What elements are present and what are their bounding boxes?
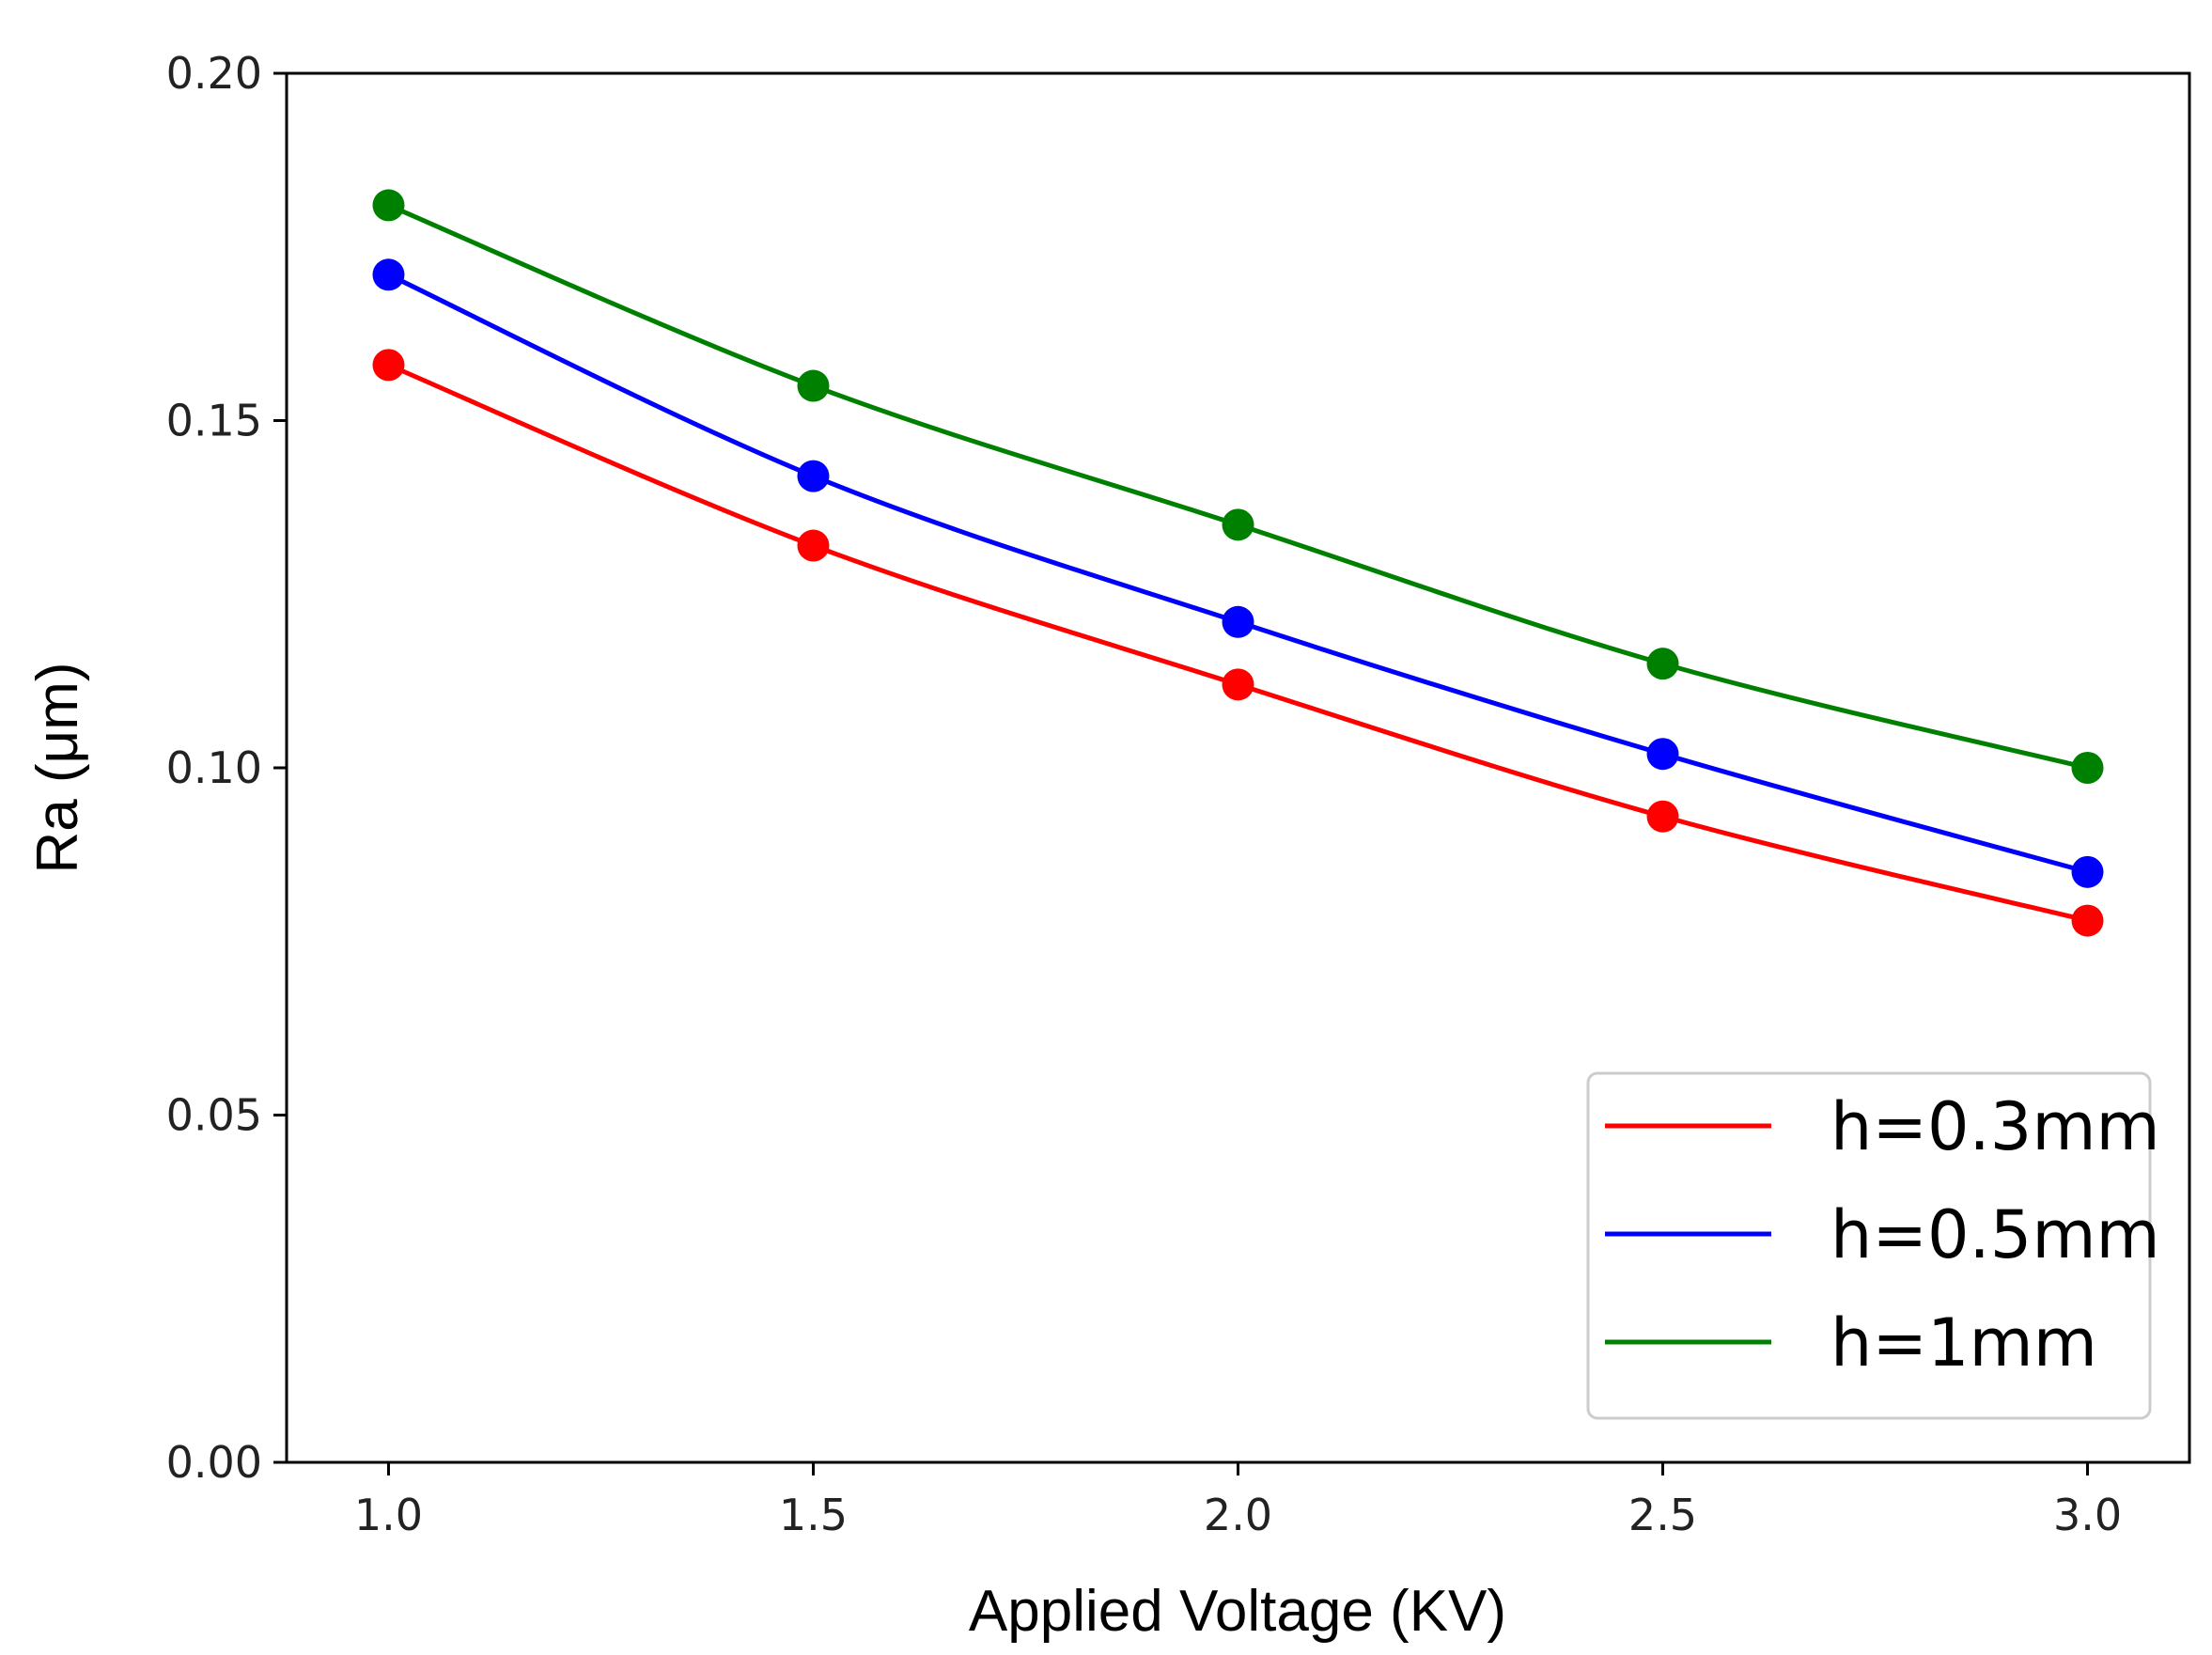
data-point xyxy=(1646,648,1679,680)
data-point xyxy=(2071,752,2104,784)
data-point xyxy=(797,369,830,402)
x-tick-label: 2.5 xyxy=(1628,1490,1697,1540)
series-2 xyxy=(372,258,2104,888)
legend-items: h=0.3mm h=0.5mm h=1mm xyxy=(1605,1088,2160,1382)
x-tick-label: 2.0 xyxy=(1204,1490,1272,1540)
y-tick-label: 0.20 xyxy=(166,48,262,99)
series-1 xyxy=(372,349,2104,937)
data-point xyxy=(372,258,405,291)
series-3 xyxy=(372,189,2104,784)
data-point xyxy=(2071,855,2104,888)
data-point xyxy=(1222,605,1254,638)
legend-label: h=1mm xyxy=(1830,1304,2097,1382)
data-point xyxy=(372,349,405,382)
x-axis: 1.0 1.5 2.0 2.5 3.0 xyxy=(354,1462,2122,1540)
data-point xyxy=(372,189,405,222)
legend: h=0.3mm h=0.5mm h=1mm xyxy=(1586,1071,2160,1420)
data-point xyxy=(1222,668,1254,701)
x-tick-label: 1.0 xyxy=(354,1490,423,1540)
data-point xyxy=(797,529,830,562)
y-axis: 0.00 0.05 0.10 0.15 0.20 xyxy=(166,48,287,1488)
data-point xyxy=(797,460,830,492)
x-tick-label: 3.0 xyxy=(2053,1490,2122,1540)
legend-label: h=0.3mm xyxy=(1830,1088,2160,1165)
y-tick-label: 0.15 xyxy=(166,396,262,446)
y-tick-label: 0.00 xyxy=(166,1437,262,1488)
data-point xyxy=(1646,738,1679,771)
y-axis-label: Ra (μm) xyxy=(25,662,90,873)
y-tick-label: 0.10 xyxy=(166,742,262,793)
legend-box xyxy=(1586,1071,2152,1420)
y-tick-label: 0.05 xyxy=(166,1090,262,1141)
x-axis-label: Applied Voltage (KV) xyxy=(969,1579,1506,1644)
data-point xyxy=(1222,508,1254,541)
data-point xyxy=(1646,800,1679,833)
x-tick-label: 1.5 xyxy=(779,1490,848,1540)
legend-label: h=0.5mm xyxy=(1830,1196,2160,1273)
data-point xyxy=(2071,904,2104,937)
series-layer xyxy=(372,189,2104,937)
